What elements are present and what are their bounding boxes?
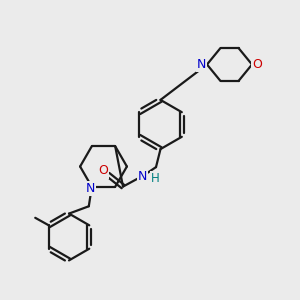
Text: O: O (99, 164, 108, 178)
Text: N: N (85, 182, 95, 195)
Text: H: H (151, 172, 160, 185)
Text: N: N (197, 58, 206, 71)
Text: N: N (138, 169, 147, 183)
Text: O: O (253, 58, 262, 71)
